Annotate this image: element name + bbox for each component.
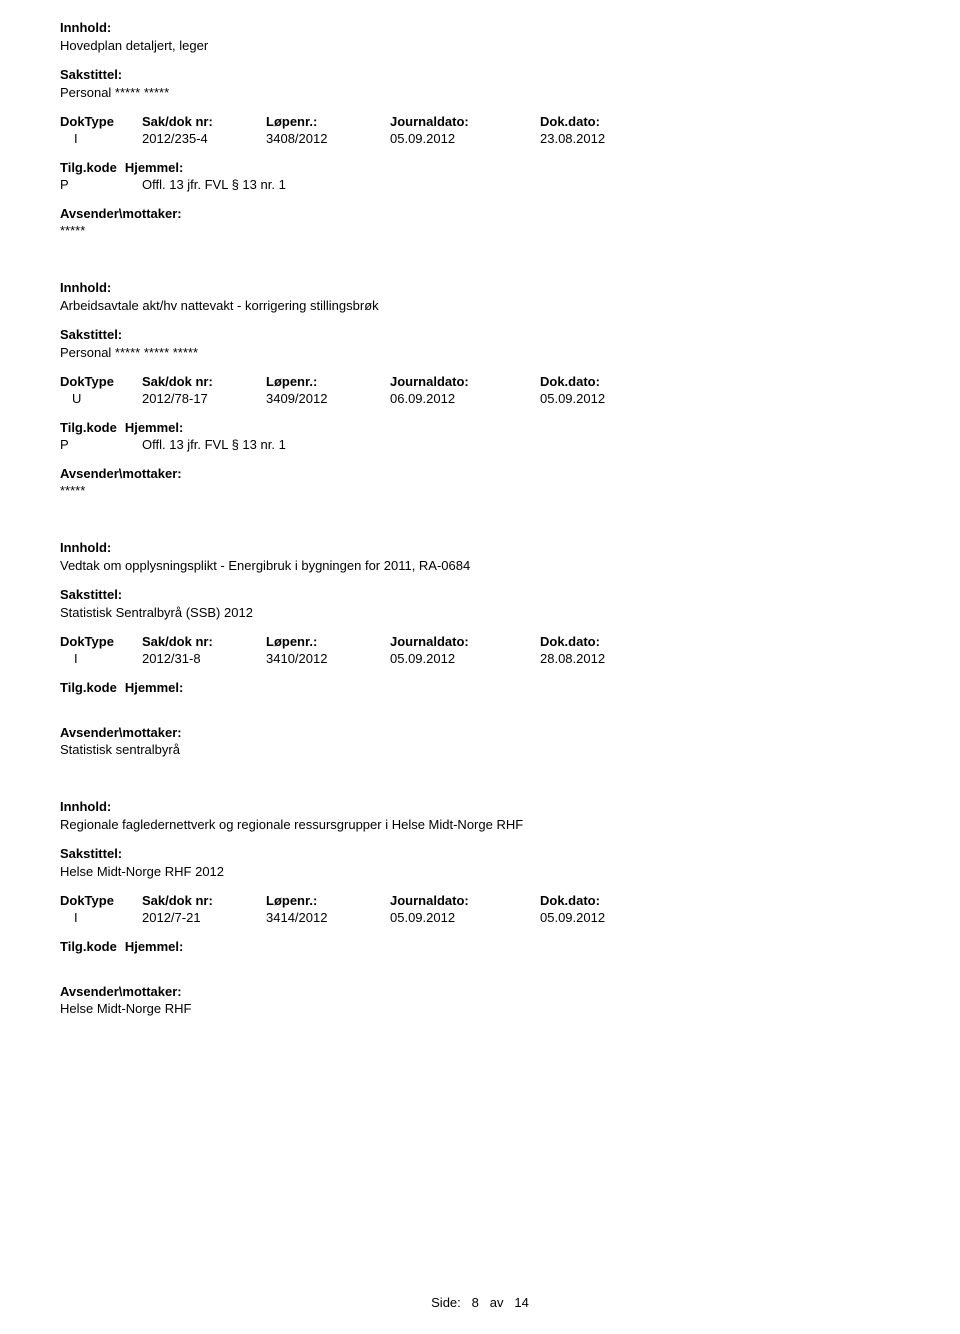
lopenr-header: Løpenr.: (266, 634, 390, 649)
innhold-label: Innhold: (60, 540, 900, 555)
dokdato-value: 23.08.2012 (540, 131, 690, 146)
sakdok-header: Sak/dok nr: (142, 893, 266, 908)
lopenr-value: 3408/2012 (266, 131, 390, 146)
hjemmel-header: Hjemmel: (125, 939, 184, 954)
hjemmel-value: Offl. 13 jfr. FVL § 13 nr. 1 (142, 437, 900, 452)
journal-entry: Innhold: Regionale fagledernettverk og r… (60, 799, 900, 1016)
sakstittel-label: Sakstittel: (60, 327, 900, 342)
doktype-value: U (60, 391, 142, 406)
avsender-value: ***** (60, 483, 900, 498)
sakdok-value: 2012/78-17 (142, 391, 266, 406)
doktype-value: I (60, 131, 142, 146)
avsender-label: Avsender\mottaker: (60, 206, 900, 221)
page-current: 8 (472, 1295, 479, 1310)
sakdok-header: Sak/dok nr: (142, 114, 266, 129)
avsender-value: Helse Midt-Norge RHF (60, 1001, 900, 1016)
hjemmel-value: Offl. 13 jfr. FVL § 13 nr. 1 (142, 177, 900, 192)
doktype-header: DokType (60, 893, 142, 908)
innhold-label: Innhold: (60, 280, 900, 295)
sakstittel-value: Personal ***** ***** ***** (60, 345, 900, 360)
dokdato-header: Dok.dato: (540, 893, 690, 908)
tilg-header-row: Tilg.kode Hjemmel: (60, 160, 900, 175)
sakdok-value: 2012/7-21 (142, 910, 266, 925)
journal-entry: Innhold: Vedtak om opplysningsplikt - En… (60, 540, 900, 757)
tilg-header-row: Tilg.kode Hjemmel: (60, 420, 900, 435)
tilg-value-row: P Offl. 13 jfr. FVL § 13 nr. 1 (60, 437, 900, 452)
lopenr-value: 3409/2012 (266, 391, 390, 406)
sakstittel-label: Sakstittel: (60, 846, 900, 861)
avsender-label: Avsender\mottaker: (60, 466, 900, 481)
journaldato-value: 06.09.2012 (390, 391, 540, 406)
doc-header-row: DokType Sak/dok nr: Løpenr.: Journaldato… (60, 634, 900, 649)
journaldato-header: Journaldato: (390, 634, 540, 649)
innhold-value: Vedtak om opplysningsplikt - Energibruk … (60, 558, 900, 573)
page-total: 14 (514, 1295, 528, 1310)
doc-value-row: U 2012/78-17 3409/2012 06.09.2012 05.09.… (60, 391, 900, 406)
hjemmel-header: Hjemmel: (125, 420, 184, 435)
doktype-header: DokType (60, 634, 142, 649)
doc-value-row: I 2012/235-4 3408/2012 05.09.2012 23.08.… (60, 131, 900, 146)
journal-entry: Innhold: Hovedplan detaljert, leger Saks… (60, 20, 900, 238)
innhold-value: Regionale fagledernettverk og regionale … (60, 817, 900, 832)
tilgkode-header: Tilg.kode (60, 160, 117, 175)
lopenr-header: Løpenr.: (266, 893, 390, 908)
journaldato-header: Journaldato: (390, 114, 540, 129)
hjemmel-header: Hjemmel: (125, 160, 184, 175)
sakstittel-label: Sakstittel: (60, 587, 900, 602)
tilgkode-value: P (60, 437, 142, 452)
tilgkode-header: Tilg.kode (60, 680, 117, 695)
sakdok-header: Sak/dok nr: (142, 374, 266, 389)
tilgkode-header: Tilg.kode (60, 420, 117, 435)
dokdato-value: 28.08.2012 (540, 651, 690, 666)
avsender-label: Avsender\mottaker: (60, 984, 900, 999)
tilg-header-row: Tilg.kode Hjemmel: (60, 680, 900, 695)
dokdato-header: Dok.dato: (540, 374, 690, 389)
lopenr-value: 3410/2012 (266, 651, 390, 666)
sakdok-value: 2012/235-4 (142, 131, 266, 146)
innhold-value: Hovedplan detaljert, leger (60, 38, 900, 53)
avsender-value: ***** (60, 223, 900, 238)
dokdato-value: 05.09.2012 (540, 391, 690, 406)
dokdato-value: 05.09.2012 (540, 910, 690, 925)
journaldato-value: 05.09.2012 (390, 910, 540, 925)
lopenr-value: 3414/2012 (266, 910, 390, 925)
doktype-header: DokType (60, 374, 142, 389)
journaldato-value: 05.09.2012 (390, 651, 540, 666)
lopenr-header: Løpenr.: (266, 114, 390, 129)
journal-entry: Innhold: Arbeidsavtale akt/hv nattevakt … (60, 280, 900, 498)
tilg-value-row: P Offl. 13 jfr. FVL § 13 nr. 1 (60, 177, 900, 192)
journaldato-header: Journaldato: (390, 374, 540, 389)
doc-header-row: DokType Sak/dok nr: Løpenr.: Journaldato… (60, 893, 900, 908)
doktype-value: I (60, 651, 142, 666)
avsender-value: Statistisk sentralbyrå (60, 742, 900, 757)
innhold-value: Arbeidsavtale akt/hv nattevakt - korrige… (60, 298, 900, 313)
tilg-header-row: Tilg.kode Hjemmel: (60, 939, 900, 954)
dokdato-header: Dok.dato: (540, 634, 690, 649)
avsender-label: Avsender\mottaker: (60, 725, 900, 740)
sakdok-value: 2012/31-8 (142, 651, 266, 666)
doc-header-row: DokType Sak/dok nr: Løpenr.: Journaldato… (60, 374, 900, 389)
journaldato-header: Journaldato: (390, 893, 540, 908)
journaldato-value: 05.09.2012 (390, 131, 540, 146)
tilgkode-value: P (60, 177, 142, 192)
sakstittel-value: Helse Midt-Norge RHF 2012 (60, 864, 900, 879)
doc-value-row: I 2012/7-21 3414/2012 05.09.2012 05.09.2… (60, 910, 900, 925)
doc-value-row: I 2012/31-8 3410/2012 05.09.2012 28.08.2… (60, 651, 900, 666)
doktype-value: I (60, 910, 142, 925)
page-footer: Side: 8 av 14 (0, 1295, 960, 1310)
sakstittel-label: Sakstittel: (60, 67, 900, 82)
innhold-label: Innhold: (60, 799, 900, 814)
tilgkode-header: Tilg.kode (60, 939, 117, 954)
doc-header-row: DokType Sak/dok nr: Løpenr.: Journaldato… (60, 114, 900, 129)
sakdok-header: Sak/dok nr: (142, 634, 266, 649)
hjemmel-header: Hjemmel: (125, 680, 184, 695)
sakstittel-value: Statistisk Sentralbyrå (SSB) 2012 (60, 605, 900, 620)
av-label: av (490, 1295, 504, 1310)
lopenr-header: Løpenr.: (266, 374, 390, 389)
side-label: Side: (431, 1295, 461, 1310)
dokdato-header: Dok.dato: (540, 114, 690, 129)
doktype-header: DokType (60, 114, 142, 129)
innhold-label: Innhold: (60, 20, 900, 35)
sakstittel-value: Personal ***** ***** (60, 85, 900, 100)
